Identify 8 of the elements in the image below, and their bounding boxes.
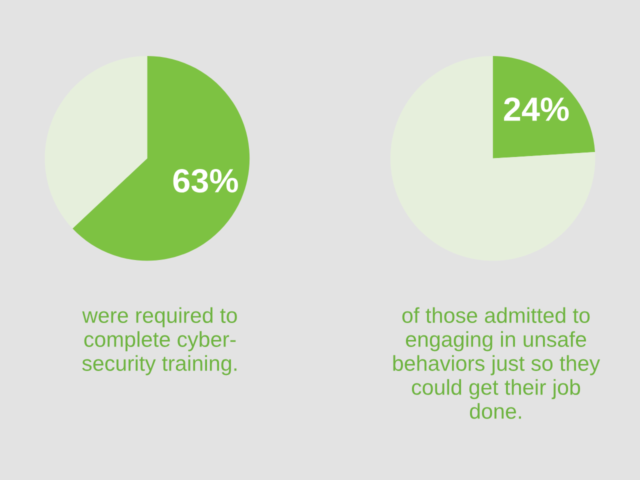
text: of those admitted to engaging in unsafe behaviors just so they could get their job done. [393, 307, 600, 419]
data-label: 63% [173, 168, 238, 193]
pie-slice [492, 56, 595, 158]
pie-slice [72, 56, 250, 261]
text: were required to complete cyber- security training. [82, 307, 237, 376]
data-label: 24% [504, 97, 569, 121]
pie-slice [390, 56, 596, 261]
pie-slice [44, 56, 148, 228]
